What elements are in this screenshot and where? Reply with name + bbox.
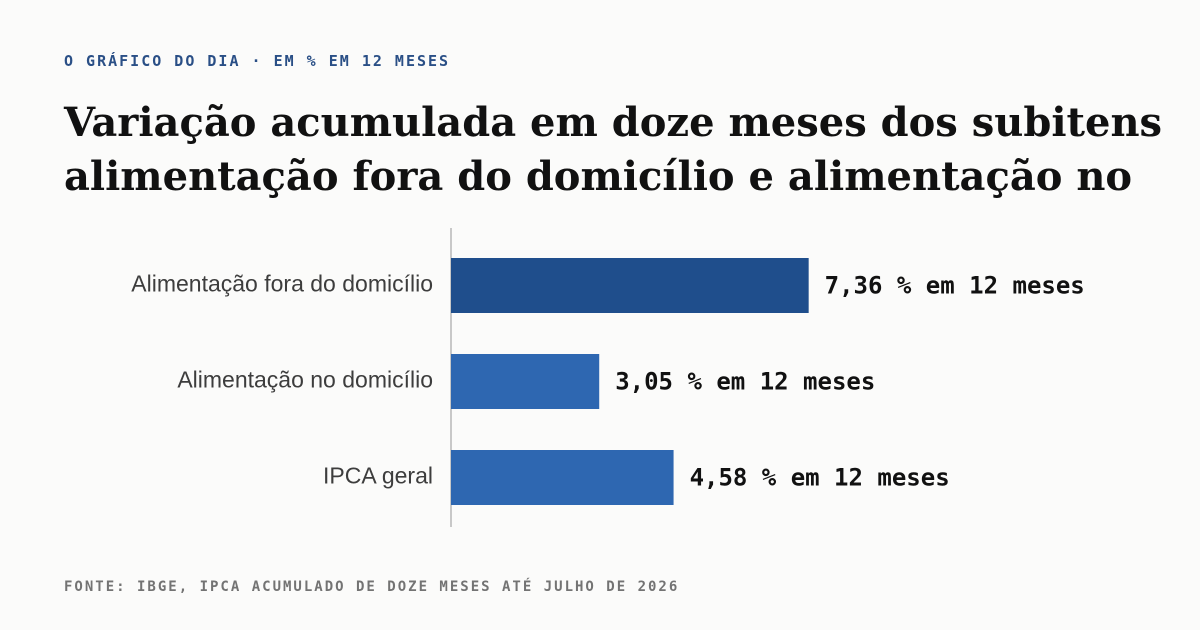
chart-title: Variação acumulada em doze meses dos sub… bbox=[64, 96, 1164, 204]
chart-source: FONTE: IBGE, IPCA ACUMULADO DE DOZE MESE… bbox=[64, 579, 680, 595]
bar bbox=[451, 258, 809, 313]
category-label: Alimentação fora do domicílio bbox=[131, 271, 433, 297]
bar bbox=[451, 354, 600, 409]
bar bbox=[451, 450, 674, 505]
category-label: Alimentação no domicílio bbox=[177, 367, 433, 393]
chart-title-line-1: Variação acumulada em doze meses dos sub… bbox=[64, 99, 1163, 146]
bar-chart: Alimentação fora do domicílio 7,36 % em 1… bbox=[131, 228, 1085, 527]
data-label: 3,05 % em 12 meses bbox=[615, 368, 875, 396]
chart-title-line-2: alimentação fora do domicílio e alimenta… bbox=[64, 153, 1133, 200]
chart-kicker: O GRÁFICO DO DIA · EM % EM 12 MESES bbox=[64, 52, 451, 70]
category-label: IPCA geral bbox=[323, 463, 433, 489]
data-label: 7,36 % em 12 meses bbox=[825, 272, 1085, 300]
data-label: 4,58 % em 12 meses bbox=[690, 464, 950, 492]
